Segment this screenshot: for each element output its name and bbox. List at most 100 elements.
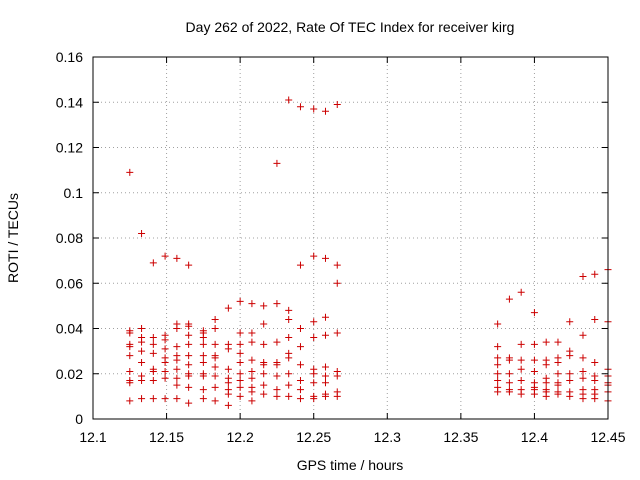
data-point — [505, 356, 513, 364]
data-point — [161, 367, 169, 375]
data-point — [199, 386, 207, 394]
data-point — [273, 361, 281, 369]
data-point — [517, 390, 525, 398]
data-point — [494, 361, 502, 369]
data-point — [285, 96, 293, 104]
data-point — [161, 336, 169, 344]
data-point — [333, 279, 341, 287]
data-point — [211, 325, 219, 332]
data-point — [554, 381, 562, 389]
data-point — [211, 363, 219, 371]
data-point — [173, 343, 181, 351]
data-point — [321, 392, 329, 400]
data-point — [296, 386, 304, 394]
data-point — [173, 254, 181, 262]
data-point — [138, 395, 146, 403]
data-point — [149, 340, 157, 348]
data-point — [260, 381, 268, 389]
data-point — [530, 340, 538, 348]
y-tick-label: 0 — [75, 411, 83, 427]
data-point — [138, 347, 146, 355]
data-point — [333, 261, 341, 269]
data-point — [260, 320, 268, 328]
data-point — [321, 313, 329, 321]
data-point — [199, 395, 207, 403]
data-point — [494, 354, 502, 362]
data-point — [285, 315, 293, 323]
data-point — [321, 107, 329, 115]
y-axis-label: ROTI / TECUs — [5, 193, 21, 283]
data-point — [579, 331, 587, 339]
data-point — [236, 340, 244, 348]
data-point — [591, 395, 599, 403]
data-point — [517, 365, 525, 373]
data-point — [296, 343, 304, 351]
data-point — [333, 372, 341, 380]
data-point — [517, 288, 525, 296]
data-point — [173, 374, 181, 382]
data-point — [199, 352, 207, 360]
data-point — [530, 367, 538, 375]
data-point — [285, 381, 293, 389]
y-tick-label: 0.04 — [56, 321, 83, 337]
data-point — [542, 338, 550, 346]
data-point — [260, 361, 268, 369]
data-point — [126, 352, 134, 360]
data-point — [273, 386, 281, 394]
data-point — [236, 383, 244, 391]
data-point — [236, 297, 244, 305]
data-point — [173, 395, 181, 403]
data-point — [248, 367, 256, 375]
data-point — [591, 315, 599, 323]
data-point — [530, 356, 538, 364]
data-point — [161, 252, 169, 260]
data-point — [579, 354, 587, 362]
y-axis-ticks: 0 0.02 0.04 0.06 0.08 0.1 0.12 0.14 0.16 — [56, 49, 608, 427]
data-point — [138, 377, 146, 385]
data-point — [273, 392, 281, 400]
data-point — [236, 392, 244, 400]
data-point — [285, 370, 293, 378]
data-point — [273, 159, 281, 167]
data-point — [542, 392, 550, 400]
data-point — [260, 302, 268, 310]
data-point — [126, 379, 134, 387]
data-point — [566, 370, 574, 378]
data-point — [185, 372, 193, 380]
data-point — [161, 395, 169, 403]
data-point — [211, 383, 219, 391]
data-point — [173, 381, 181, 389]
data-point — [126, 329, 134, 337]
data-point — [211, 315, 219, 323]
data-point — [126, 168, 134, 176]
data-point — [530, 309, 538, 317]
data-point — [542, 361, 550, 369]
data-point — [211, 340, 219, 348]
data-point — [333, 392, 341, 400]
data-point — [173, 356, 181, 364]
data-point — [185, 361, 193, 369]
data-point — [199, 334, 207, 342]
data-point — [296, 377, 304, 385]
data-point — [310, 370, 318, 378]
data-point — [494, 320, 502, 328]
y-tick-label: 0.08 — [56, 230, 83, 246]
data-point — [248, 338, 256, 346]
data-point — [224, 345, 232, 353]
data-point — [310, 334, 318, 342]
data-point — [248, 300, 256, 308]
data-point — [185, 340, 193, 348]
data-point — [591, 377, 599, 385]
data-point — [505, 370, 513, 378]
data-point — [579, 367, 587, 375]
data-point — [185, 322, 193, 330]
data-point — [236, 370, 244, 378]
data-point — [310, 379, 318, 387]
x-tick-label: 12.25 — [296, 429, 331, 445]
x-tick-label: 12.4 — [521, 429, 548, 445]
data-point — [248, 397, 256, 405]
data-point — [273, 372, 281, 380]
y-tick-label: 0.1 — [64, 185, 84, 201]
data-point — [161, 374, 169, 382]
data-point — [566, 318, 574, 326]
